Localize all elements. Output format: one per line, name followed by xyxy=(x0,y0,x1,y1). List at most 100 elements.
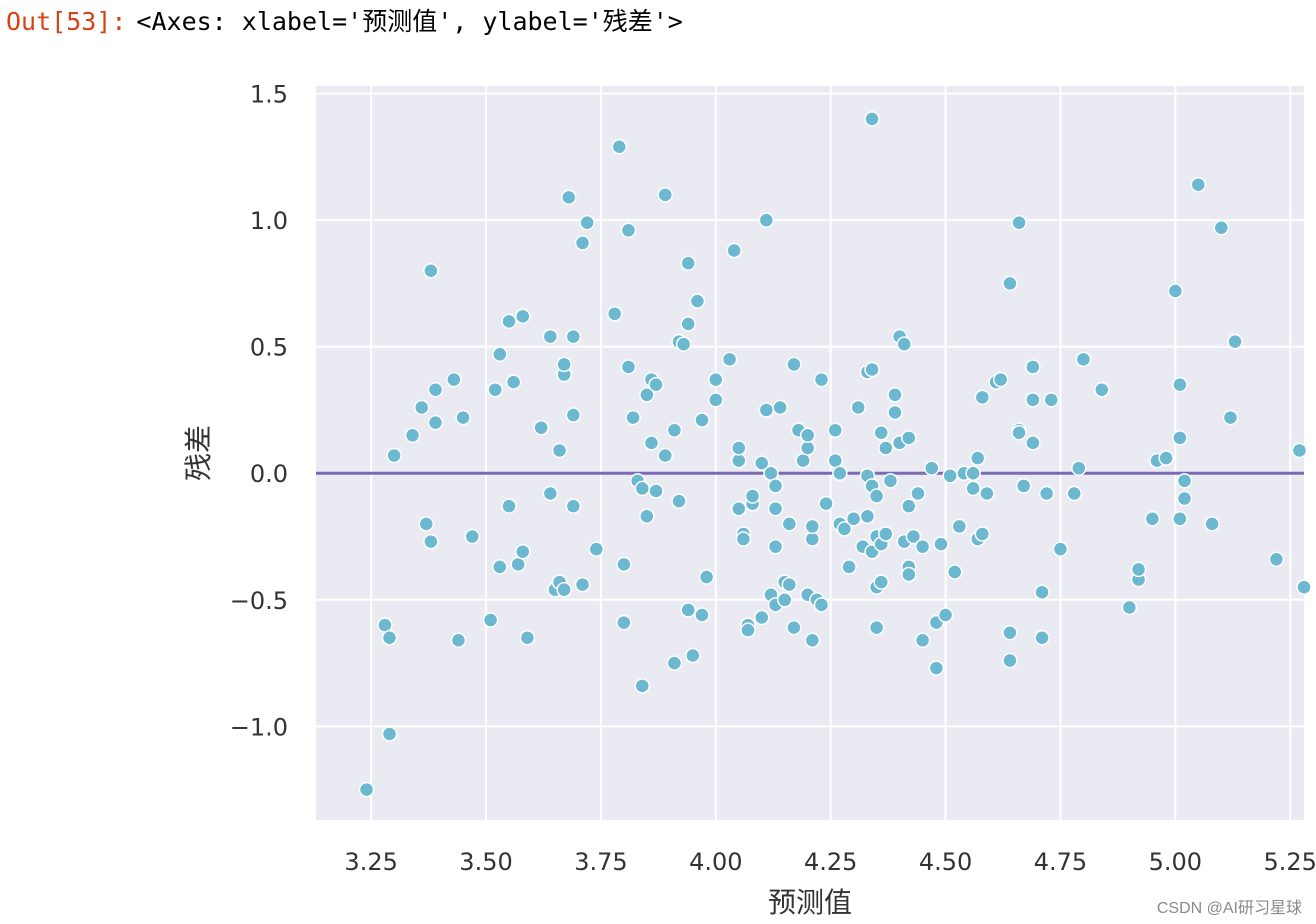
scatter-point xyxy=(464,528,480,545)
scatter-point xyxy=(804,518,821,535)
scatter-point xyxy=(731,500,747,517)
scatter-point xyxy=(965,480,981,497)
scatter-point xyxy=(450,632,467,649)
scatter-point xyxy=(1176,490,1193,507)
scatter-point xyxy=(799,440,816,456)
scatter-point xyxy=(680,316,696,332)
scatter-point xyxy=(625,409,641,426)
scatter-point xyxy=(924,460,940,476)
scatter-point xyxy=(726,242,742,259)
scatter-point xyxy=(1034,584,1050,600)
scatter-point xyxy=(565,407,582,423)
scatter-point xyxy=(974,526,991,542)
scatter-point xyxy=(818,495,834,512)
scatter-point xyxy=(381,630,398,646)
scatter-point xyxy=(1043,392,1060,408)
scatter-point xyxy=(413,399,430,416)
scatter-point xyxy=(1011,214,1027,231)
x-tick-label: 4.75 xyxy=(1034,848,1087,876)
scatter-point xyxy=(1144,511,1161,527)
scatter-point xyxy=(873,425,889,441)
scatter-point xyxy=(708,392,724,408)
scatter-point xyxy=(492,559,508,575)
scatter-point xyxy=(446,371,462,388)
scatter-point xyxy=(868,488,885,504)
scatter-point xyxy=(799,427,816,444)
scatter-point xyxy=(813,597,830,613)
tick-label-layer: 3.25 3.50 3.75 4.00 4.25 4.50 4.75 5.00 5.25 1.5 1… xyxy=(230,81,1316,876)
output-line: Out[53]: <Axes: xlabel='预测值', ylabel='残差'… xyxy=(6,4,683,40)
scatter-point xyxy=(1025,392,1041,408)
scatter-point xyxy=(1291,442,1308,459)
scatter-point xyxy=(1094,381,1110,398)
scatter-point xyxy=(1071,460,1087,476)
output-text: <Axes: xlabel='预测值', ylabel='残差'> xyxy=(136,7,683,36)
scatter-point xyxy=(377,617,393,633)
scatter-point xyxy=(588,541,605,557)
scatter-point xyxy=(1222,409,1239,426)
scatter-point xyxy=(643,435,660,451)
scatter-point xyxy=(901,498,917,514)
scatter-point xyxy=(404,427,421,444)
scatter-point xyxy=(505,374,522,390)
scatter-point xyxy=(772,399,788,416)
scatter-point xyxy=(942,468,958,484)
scatter-point xyxy=(708,371,724,388)
scatter-point xyxy=(616,556,632,573)
scatter-point xyxy=(666,422,683,438)
scatter-point xyxy=(804,632,821,649)
scatter-point xyxy=(551,442,568,459)
scatter-point xyxy=(914,538,931,555)
scatter-point xyxy=(731,440,747,456)
y-tick-label: 0.0 xyxy=(250,460,288,488)
scatter-point xyxy=(864,361,880,378)
scatter-point xyxy=(1176,473,1193,489)
scatter-point xyxy=(487,381,503,398)
scatter-point xyxy=(1002,624,1018,641)
scatter-point xyxy=(657,187,673,203)
scatter-point xyxy=(418,516,435,532)
scatter-point xyxy=(1025,359,1041,375)
scatter-point xyxy=(455,409,471,426)
y-tick-label: 1.5 xyxy=(250,81,288,109)
scatter-point xyxy=(579,214,595,231)
x-tick-label: 4.25 xyxy=(804,848,857,876)
scatter-point xyxy=(671,493,687,509)
scatter-point xyxy=(519,630,536,646)
scatter-point xyxy=(556,356,572,373)
scatter-point xyxy=(1227,333,1243,350)
scatter-point xyxy=(786,356,802,373)
scatter-point xyxy=(740,622,756,638)
scatter-point xyxy=(731,452,747,469)
scatter-point xyxy=(1038,485,1055,502)
watermark: CSDN @AI研习星球 xyxy=(1156,900,1302,917)
scatter-point xyxy=(574,235,591,251)
output-prompt: Out[53]: xyxy=(6,7,127,36)
scatter-point xyxy=(1075,351,1092,368)
scatter-point xyxy=(896,336,912,352)
scatter-point xyxy=(565,328,582,345)
scatter-point xyxy=(560,189,577,206)
scatter-point xyxy=(836,521,853,537)
scatter-point xyxy=(721,351,738,368)
scatter-point xyxy=(606,306,623,322)
scatter-point xyxy=(427,381,444,398)
scatter-point xyxy=(758,402,775,418)
scatter-point xyxy=(776,592,793,608)
scatter-point xyxy=(1172,430,1188,446)
scatter-point xyxy=(675,336,692,352)
scatter-point xyxy=(423,263,439,279)
scatter-point xyxy=(386,447,402,464)
scatter-point xyxy=(1268,551,1285,568)
scatter-point xyxy=(515,543,531,560)
x-tick-label: 3.75 xyxy=(574,848,627,876)
scatter-point xyxy=(868,619,885,636)
x-tick-label: 3.50 xyxy=(459,848,512,876)
scatter-point xyxy=(845,511,862,527)
scatter-point xyxy=(905,528,922,545)
scatter-point xyxy=(744,488,761,504)
scatter-point xyxy=(1052,541,1069,557)
scatter-point xyxy=(542,328,559,345)
x-tick-label: 5.25 xyxy=(1263,848,1316,876)
scatter-point xyxy=(1011,425,1027,441)
